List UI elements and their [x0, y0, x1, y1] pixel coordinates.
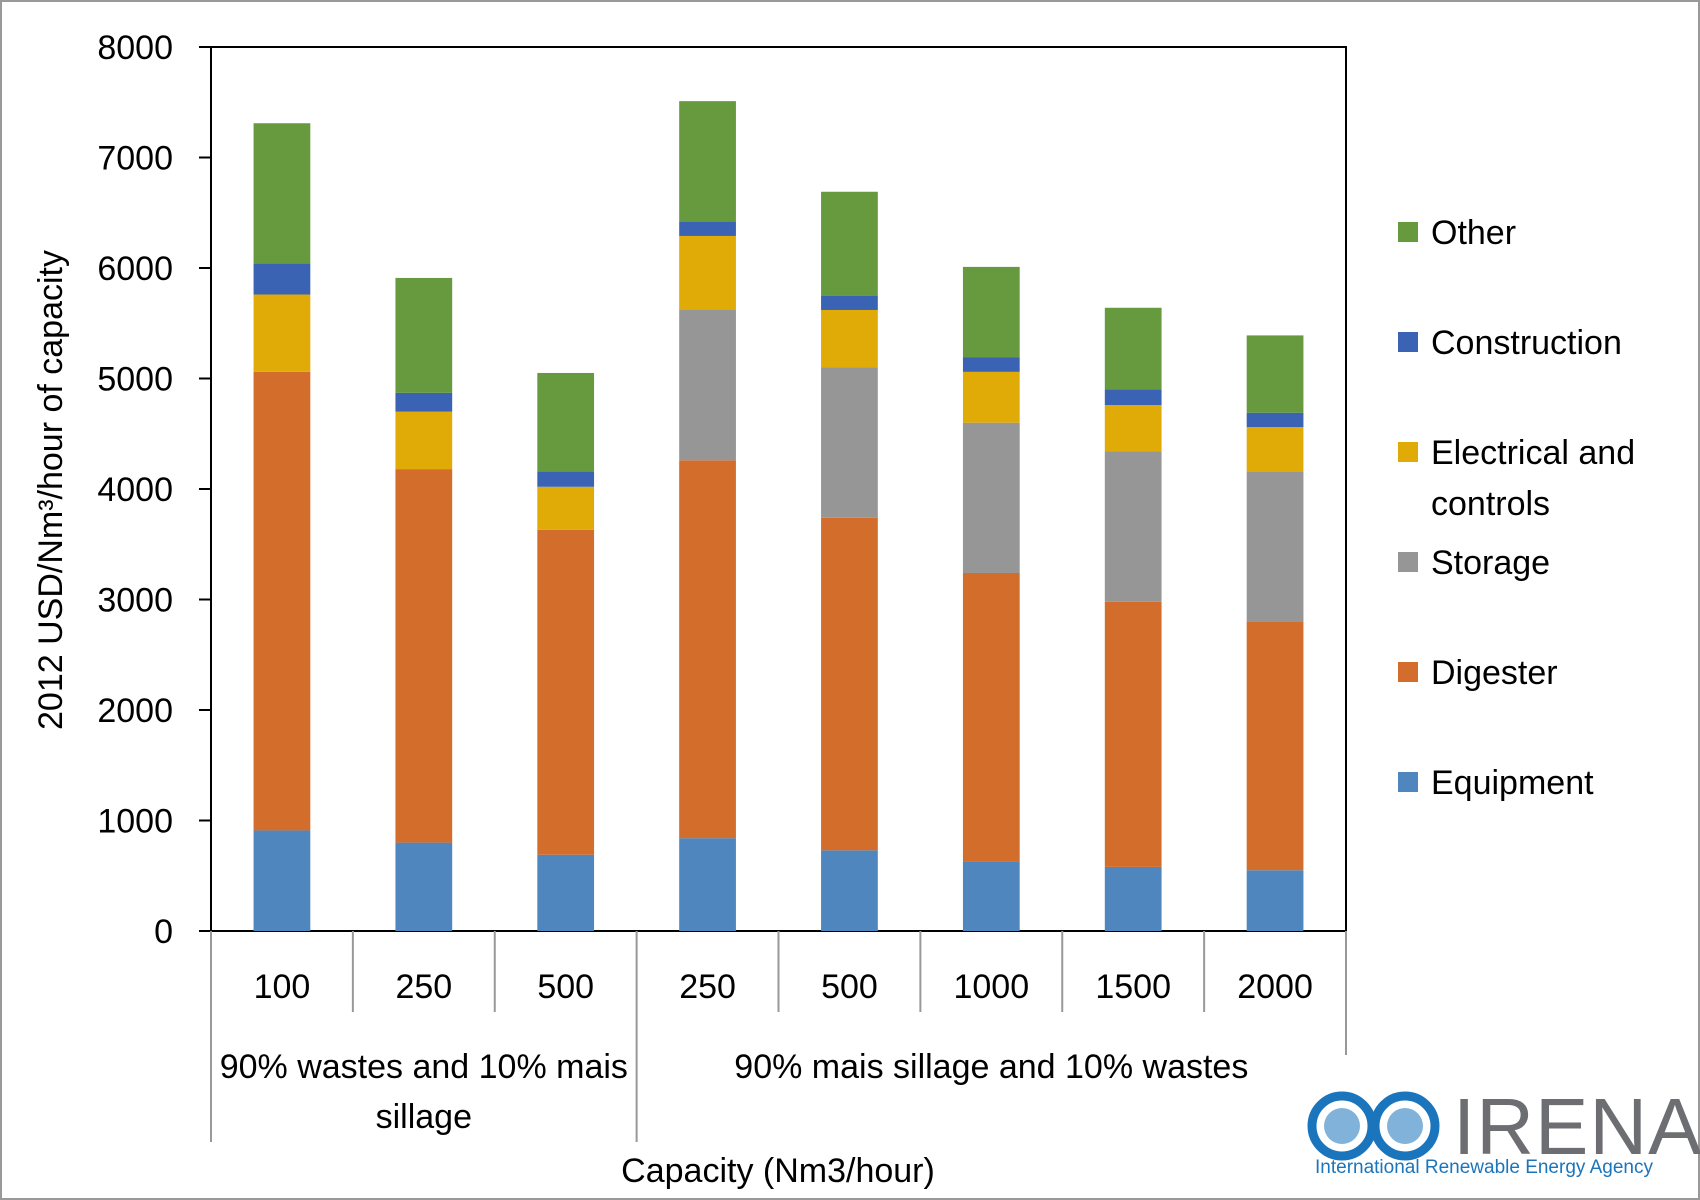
bar-storage-6: [1104, 451, 1162, 602]
x-category-label: 2000: [1237, 968, 1313, 1006]
bar-digester-6: [1104, 601, 1162, 867]
bar-digester-4: [821, 517, 878, 851]
y-tick-label: 3000: [97, 582, 173, 620]
bar-other-6: [1104, 307, 1162, 390]
bar-equipment-5: [962, 861, 1020, 931]
y-tick-label: 4000: [97, 471, 173, 509]
x-group-label: 90% wastes and 10% mais: [220, 1048, 628, 1086]
bar-equipment-6: [1104, 866, 1162, 931]
legend-label: Electrical and: [1431, 434, 1635, 472]
bar-equipment-4: [821, 850, 878, 931]
bar-electrical-and-controls-3: [679, 235, 736, 310]
bar-electrical-and-controls-5: [962, 371, 1020, 423]
bar-digester-1: [395, 469, 453, 843]
bar-other-1: [395, 277, 453, 393]
bar-other-3: [679, 101, 736, 222]
y-tick-label: 1000: [97, 803, 173, 841]
bar-other-7: [1246, 335, 1304, 413]
bar-other-5: [962, 266, 1020, 358]
x-category-label: 1000: [953, 968, 1029, 1006]
legend-swatch-construction: [1398, 332, 1418, 352]
bar-construction-7: [1246, 412, 1304, 428]
bar-equipment-7: [1246, 870, 1304, 931]
bar-construction-5: [962, 357, 1020, 372]
bar-other-2: [537, 372, 595, 472]
bar-construction-6: [1104, 389, 1162, 406]
bar-digester-7: [1246, 621, 1304, 871]
legend: Other Construction Electrical and controls S…: [1398, 214, 1635, 802]
y-tick-label: 2000: [97, 692, 173, 730]
bar-digester-2: [537, 529, 595, 855]
bar-electrical-and-controls-0: [253, 294, 311, 372]
bar-digester-3: [679, 460, 736, 839]
logo-tagline: International Renewable Energy Agency: [1315, 1157, 1654, 1178]
bar-equipment-1: [395, 842, 453, 931]
bar-storage-7: [1246, 471, 1304, 622]
bar-construction-0: [253, 263, 311, 295]
bar-other-0: [253, 123, 311, 264]
legend-swatch-storage: [1398, 552, 1418, 572]
legend-label: Other: [1431, 214, 1516, 252]
bar-construction-1: [395, 392, 453, 412]
legend-label: controls: [1431, 485, 1550, 523]
bar-electrical-and-controls-2: [537, 486, 595, 530]
bar-storage-3: [679, 309, 736, 461]
y-tick-label: 6000: [97, 250, 173, 288]
x-category-label: 1500: [1095, 968, 1171, 1006]
bar-equipment-3: [679, 838, 736, 931]
bar-storage-5: [962, 422, 1020, 573]
bar-electrical-and-controls-1: [395, 411, 453, 470]
x-category-label: 100: [254, 968, 311, 1006]
bar-electrical-and-controls-6: [1104, 405, 1162, 452]
x-category-label: 500: [537, 968, 594, 1006]
x-axis-title: Capacity (Nm3/hour): [621, 1152, 935, 1190]
legend-swatch-electrical-and-controls: [1398, 442, 1418, 462]
y-tick-label: 5000: [97, 361, 173, 399]
x-group-label: 90% mais sillage and 10% wastes: [734, 1048, 1248, 1086]
bar-digester-0: [253, 371, 311, 831]
bar-digester-5: [962, 572, 1020, 862]
infinity-globe-icon: [1307, 1091, 1440, 1161]
legend-swatch-digester: [1398, 662, 1418, 682]
bar-equipment-2: [537, 854, 595, 931]
x-category-label: 250: [679, 968, 736, 1006]
y-axis-title: 2012 USD/Nm³/hour of capacity: [32, 250, 70, 730]
bar-construction-4: [821, 295, 878, 310]
legend-label: Digester: [1431, 654, 1558, 692]
legend-swatch-equipment: [1398, 772, 1418, 792]
irena-logo: IRENA International Renewable Energy Age…: [1307, 1082, 1700, 1178]
y-tick-label: 7000: [97, 140, 173, 178]
legend-label: Equipment: [1431, 764, 1594, 802]
bar-construction-2: [537, 471, 595, 487]
y-tick-label: 0: [154, 913, 173, 951]
bar-construction-3: [679, 221, 736, 236]
legend-label: Construction: [1431, 324, 1622, 362]
y-tick-label: 8000: [97, 29, 173, 67]
legend-swatch-other: [1398, 222, 1418, 242]
plot-area: [210, 46, 1347, 932]
x-category-label: 500: [821, 968, 878, 1006]
x-group-label: sillage: [376, 1098, 472, 1136]
bar-storage-4: [821, 367, 878, 518]
bar-electrical-and-controls-7: [1246, 427, 1304, 472]
x-axis: 100 250 500 250 500 1000 1500 2000 90% wastes an…: [210, 931, 1347, 1142]
y-axis: 0 1000 2000 3000 4000 5000 6000 7000 8000: [97, 29, 211, 951]
bar-other-4: [821, 191, 878, 296]
bar-electrical-and-controls-4: [821, 309, 878, 368]
legend-label: Storage: [1431, 544, 1550, 582]
bar-equipment-0: [253, 830, 311, 931]
logo-wordmark: IRENA: [1453, 1082, 1700, 1171]
x-category-label: 250: [395, 968, 452, 1006]
bars-layer: [253, 101, 1304, 931]
